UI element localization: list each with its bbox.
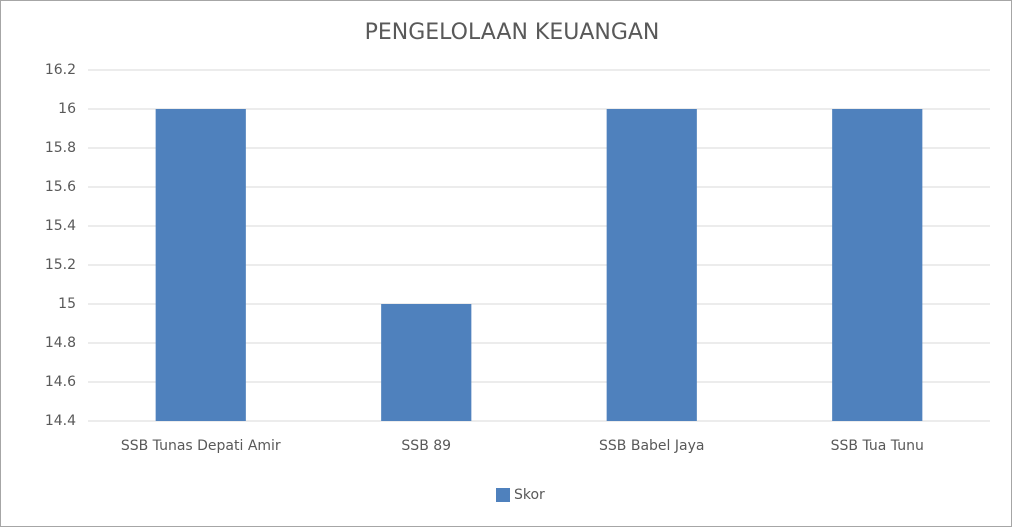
x-tick-label: SSB Tunas Depati Amir xyxy=(121,438,281,454)
y-tick-label: 16 xyxy=(58,101,76,117)
bar xyxy=(832,109,923,421)
legend-label: Skor xyxy=(514,487,545,503)
bar xyxy=(606,109,697,421)
y-tick-label: 14.8 xyxy=(45,335,76,351)
y-tick-label: 15.4 xyxy=(45,218,76,234)
bar xyxy=(381,304,472,421)
bar xyxy=(155,109,246,421)
legend-swatch xyxy=(496,488,510,502)
x-tick-label: SSB 89 xyxy=(401,438,451,454)
y-tick-label: 15 xyxy=(58,296,76,312)
y-tick-label: 14.6 xyxy=(45,374,76,390)
x-tick-label: SSB Babel Jaya xyxy=(599,438,704,454)
chart-title: PENGELOLAAN KEUANGAN xyxy=(365,20,660,45)
y-tick-label: 16.2 xyxy=(45,62,76,78)
y-tick-label: 15.6 xyxy=(45,179,76,195)
y-tick-label: 14.4 xyxy=(45,413,76,429)
y-tick-label: 15.2 xyxy=(45,257,76,273)
x-tick-label: SSB Tua Tunu xyxy=(831,438,924,454)
y-tick-label: 15.8 xyxy=(45,140,76,156)
